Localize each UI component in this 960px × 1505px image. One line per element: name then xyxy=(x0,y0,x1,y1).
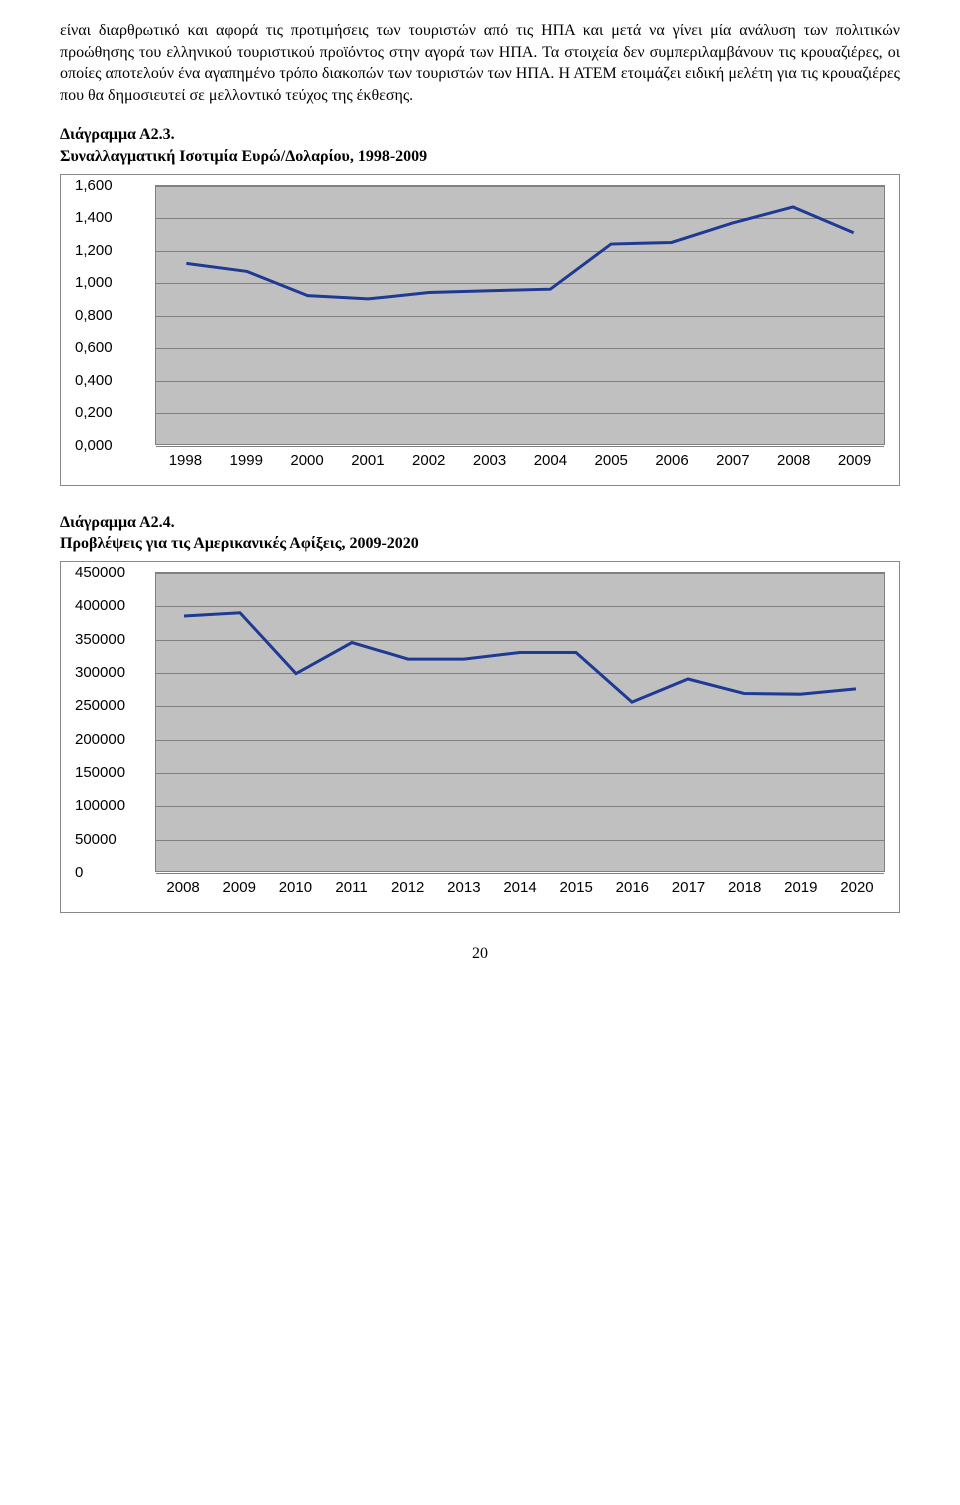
chart2-plot xyxy=(155,572,885,872)
x-tick-label: 2020 xyxy=(829,878,885,898)
x-tick-label: 2003 xyxy=(459,451,520,471)
x-tick-label: 2005 xyxy=(581,451,642,471)
x-tick-label: 2009 xyxy=(824,451,885,471)
x-tick-label: 2000 xyxy=(277,451,338,471)
x-tick-label: 2006 xyxy=(642,451,703,471)
chart2-label: Διάγραμμα Α2.4. xyxy=(60,512,900,534)
chart1-plot xyxy=(155,185,885,445)
x-tick-label: 2001 xyxy=(337,451,398,471)
chart1-frame: 1,600 1,400 1,200 1,000 0,800 0,600 0,400 0,200… xyxy=(60,174,900,486)
y-tick-label: 0,400 xyxy=(75,371,113,391)
x-tick-label: 2002 xyxy=(398,451,459,471)
chart2-frame: 450000 400000 350000 300000 250000 200000 1500… xyxy=(60,561,900,913)
x-tick-label: 2008 xyxy=(155,878,211,898)
x-tick-label: 1998 xyxy=(155,451,216,471)
y-tick-label: 0 xyxy=(75,863,83,883)
y-tick-label: 450000 xyxy=(75,563,125,583)
chart-line xyxy=(156,186,884,444)
chart1-ylabels: 1,6001,4001,2001,0000,8000,6000,4000,200… xyxy=(75,185,155,445)
y-tick-label: 50000 xyxy=(75,830,117,850)
x-tick-label: 2018 xyxy=(717,878,773,898)
y-tick-label: 1,400 xyxy=(75,208,113,228)
chart1-plotwrap xyxy=(155,185,885,445)
chart1-area: 1,6001,4001,2001,0000,8000,6000,4000,200… xyxy=(75,185,885,471)
x-tick-label: 2012 xyxy=(380,878,436,898)
chart2-plotwrap xyxy=(155,572,885,872)
gridline xyxy=(156,446,884,447)
x-tick-label: 2009 xyxy=(211,878,267,898)
x-tick-label: 2016 xyxy=(604,878,660,898)
y-tick-label: 100000 xyxy=(75,796,125,816)
x-tick-label: 2019 xyxy=(773,878,829,898)
x-tick-label: 2015 xyxy=(548,878,604,898)
y-tick-label: 0,800 xyxy=(75,306,113,326)
y-tick-label: 200000 xyxy=(75,730,125,750)
y-tick-label: 0,200 xyxy=(75,403,113,423)
y-tick-label: 350000 xyxy=(75,630,125,650)
intro-paragraph: είναι διαρθρωτικό και αφορά τις προτιμήσ… xyxy=(60,20,900,106)
y-tick-label: 300000 xyxy=(75,663,125,683)
chart2-heading: Διάγραμμα Α2.4. Προβλέψεις για τις Αμερι… xyxy=(60,512,900,555)
x-tick-label: 1999 xyxy=(216,451,277,471)
y-tick-label: 1,600 xyxy=(75,176,113,196)
y-tick-label: 0,000 xyxy=(75,436,113,456)
chart2-title: Προβλέψεις για τις Αμερικανικές Αφίξεις,… xyxy=(60,533,900,555)
x-tick-label: 2004 xyxy=(520,451,581,471)
y-tick-label: 1,200 xyxy=(75,241,113,261)
chart1-xaxis: 1998199920002001200220032004200520062007… xyxy=(155,451,885,471)
x-tick-label: 2008 xyxy=(763,451,824,471)
y-tick-label: 400000 xyxy=(75,596,125,616)
gridline xyxy=(156,873,884,874)
y-tick-label: 250000 xyxy=(75,696,125,716)
page-number: 20 xyxy=(60,943,900,965)
chart-line xyxy=(156,573,884,871)
chart1-label: Διάγραμμα Α2.3. xyxy=(60,124,900,146)
y-tick-label: 150000 xyxy=(75,763,125,783)
chart1-heading: Διάγραμμα Α2.3. Συναλλαγματική Ισοτιμία … xyxy=(60,124,900,167)
chart2-xaxis: 2008200920102011201220132014201520162017… xyxy=(155,878,885,898)
x-tick-label: 2014 xyxy=(492,878,548,898)
chart2-area: 4500004000003500003000002500002000001500… xyxy=(75,572,885,898)
x-tick-label: 2013 xyxy=(436,878,492,898)
y-tick-label: 1,000 xyxy=(75,273,113,293)
chart2-ylabels: 4500004000003500003000002500002000001500… xyxy=(75,572,155,872)
y-tick-label: 0,600 xyxy=(75,338,113,358)
chart1-title: Συναλλαγματική Ισοτιμία Ευρώ/Δολαρίου, 1… xyxy=(60,146,900,168)
x-tick-label: 2017 xyxy=(660,878,716,898)
x-tick-label: 2010 xyxy=(267,878,323,898)
x-tick-label: 2007 xyxy=(702,451,763,471)
x-tick-label: 2011 xyxy=(323,878,379,898)
